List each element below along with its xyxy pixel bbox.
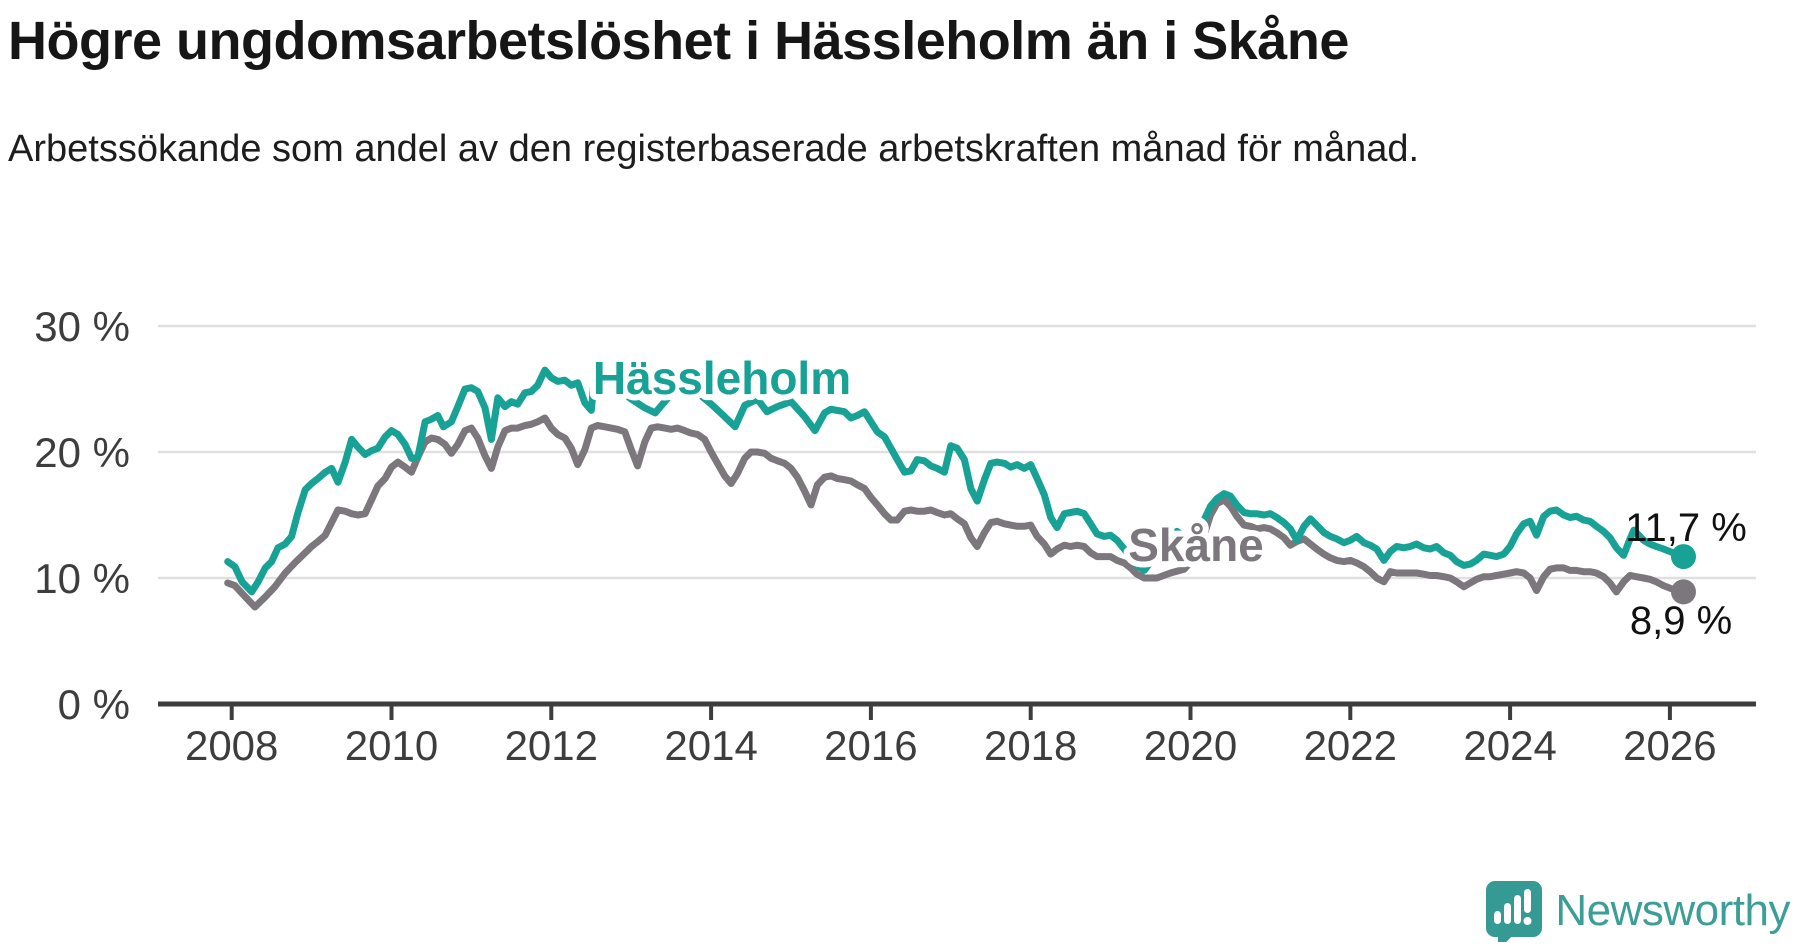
x-tick-label-2020: 2020 (1144, 722, 1237, 769)
y-axis-labels: 0 % 10 % 20 % 30 % (34, 303, 130, 728)
series-end-dot-hässleholm (1670, 544, 1696, 570)
x-tick-label-2018: 2018 (984, 722, 1077, 769)
newsworthy-logo-icon (1486, 881, 1543, 942)
x-tick-label-2016: 2016 (824, 722, 917, 769)
y-tick-label-0: 0 % (58, 681, 130, 728)
series-end-dot-skåne (1670, 579, 1696, 605)
x-axis: 2008 2010 2012 2014 2016 2018 2020 2022 2024 2026 (158, 701, 1756, 769)
x-tick-label-2012: 2012 (505, 722, 598, 769)
x-tick-label-2024: 2024 (1463, 722, 1556, 769)
series-line-hässleholm (224, 364, 1687, 596)
x-tick-label-2026: 2026 (1623, 722, 1716, 769)
chart-subtitle: Arbetssökande som andel av den registerb… (8, 128, 1420, 170)
series-line-skåne (224, 414, 1687, 611)
newsworthy-brand-text: Newsworthy (1555, 886, 1790, 935)
series-label-hassleholm: Hässleholm (593, 352, 851, 404)
x-tick-label-2008: 2008 (185, 722, 278, 769)
end-value-hassleholm: 11,7 % (1625, 506, 1747, 550)
end-value-skane: 8,9 % (1630, 599, 1732, 643)
series-lines (224, 364, 1696, 611)
x-tick-label-2022: 2022 (1304, 722, 1397, 769)
series-label-skane: Skåne (1128, 519, 1264, 571)
y-tick-label-20: 20 % (34, 429, 130, 476)
y-tick-label-30: 30 % (34, 303, 130, 350)
x-tick-label-2014: 2014 (664, 722, 757, 769)
newsworthy-brand: Newsworthy (1485, 880, 1790, 942)
x-tick-label-2010: 2010 (345, 722, 438, 769)
y-tick-label-10: 10 % (34, 555, 130, 602)
page-title: Högre ungdomsarbetslöshet i Hässleholm ä… (8, 11, 1349, 71)
